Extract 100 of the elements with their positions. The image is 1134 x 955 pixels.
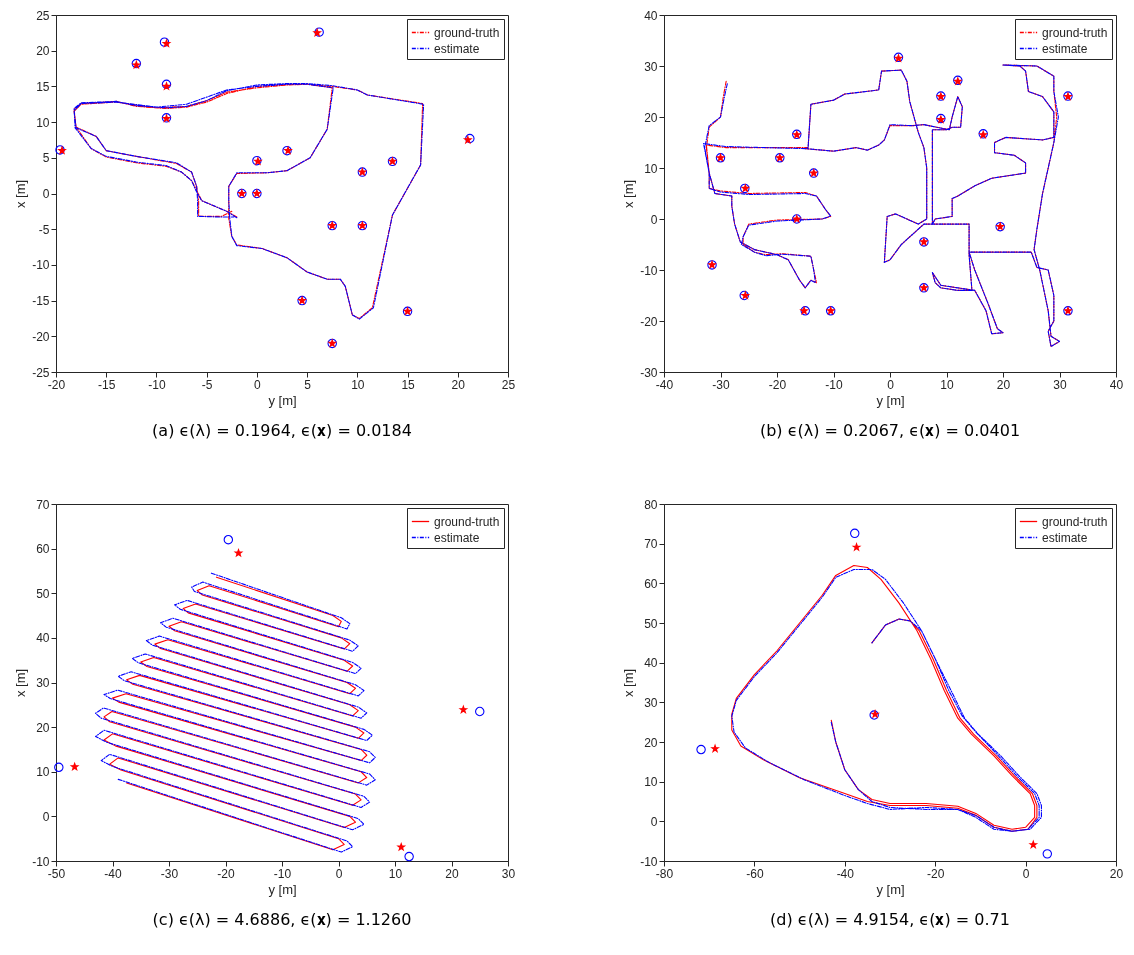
y-tick-label: -20: [640, 314, 658, 329]
text: (a) ϵ(λ) = 0.1964, ϵ(𝐱) = 0.0184: [152, 421, 412, 440]
y-tick-label: -25: [32, 365, 50, 380]
y-tick-label: 80: [644, 497, 658, 512]
x-tick-label: 20: [996, 377, 1011, 392]
point: [234, 549, 243, 557]
y-tick-label: 70: [644, 537, 658, 552]
text: (c) ϵ(λ) = 4.6886, ϵ(𝐱) = 1.1260: [152, 910, 412, 929]
point: [711, 744, 719, 753]
y-tick-label: 40: [36, 631, 50, 646]
x-tick-label: 10: [351, 377, 365, 392]
y-tick-label: -5: [38, 222, 50, 237]
legend-label: ground-truth: [1042, 514, 1108, 529]
x-tick-label: -60: [746, 866, 764, 881]
x-axis-title: y [m]: [268, 392, 297, 408]
point: [696, 744, 706, 755]
legend-label: estimate: [1042, 41, 1088, 56]
y-tick-label: 30: [36, 676, 50, 690]
x-tick-label: 0: [335, 866, 343, 881]
y-tick-label: 0: [650, 814, 658, 829]
x-tick-label: 0: [887, 377, 895, 392]
y-tick-label: -20: [32, 329, 50, 344]
x-tick-label: -20: [927, 866, 945, 881]
y-tick-label: 30: [644, 59, 658, 74]
y-tick-label: 10: [644, 775, 658, 790]
x-tick-label: 20: [1109, 866, 1124, 881]
y-tick-label: 10: [36, 765, 50, 780]
x-tick-label: -10: [273, 866, 292, 881]
point: [397, 843, 405, 851]
point: [459, 705, 468, 714]
x-tick-label: -10: [148, 377, 166, 392]
legend-label: ground-truth: [434, 514, 500, 529]
x-tick-label: 30: [1053, 377, 1067, 392]
point: [54, 762, 64, 773]
x-tick-label: 5: [304, 377, 312, 392]
y-axis-title: x [m]: [13, 668, 29, 698]
x-tick-label: 0: [1022, 866, 1030, 881]
y-tick-label: -10: [32, 258, 50, 273]
point: [70, 762, 79, 771]
x-tick-label: 30: [501, 866, 516, 881]
y-tick-label: 20: [36, 720, 50, 735]
y-tick-label: 40: [644, 656, 658, 671]
x-tick-label: -40: [104, 866, 122, 881]
y-tick-label: -10: [640, 854, 658, 869]
x-axis-title: y [m]: [268, 881, 297, 897]
point: [223, 534, 234, 545]
y-axis-title: x [m]: [621, 179, 637, 209]
y-tick-label: 40: [644, 8, 658, 23]
x-tick-label: 25: [501, 377, 516, 392]
point: [852, 543, 861, 551]
x-axis-title: y [m]: [876, 392, 905, 408]
x-tick-label: -50: [47, 866, 66, 881]
y-tick-label: 5: [42, 151, 50, 166]
y-tick-label: 50: [644, 616, 658, 631]
text: (d) ϵ(λ) = 4.9154, ϵ(𝐱) = 0.71: [770, 910, 1010, 929]
y-tick-label: 30: [644, 695, 658, 710]
x-tick-label: -40: [655, 377, 674, 392]
y-tick-label: 60: [644, 576, 658, 591]
y-tick-label: 0: [42, 187, 50, 201]
x-tick-label: -40: [836, 866, 855, 881]
text: (b) ϵ(λ) = 0.2067, ϵ(𝐱) = 0.0401: [759, 421, 1021, 440]
x-tick-label: 15: [401, 377, 416, 392]
x-tick-label: 20: [451, 377, 466, 392]
legend-label: estimate: [1042, 530, 1088, 545]
point: [475, 706, 485, 717]
y-tick-label: -10: [32, 854, 50, 869]
point: [850, 528, 860, 539]
legend-label: estimate: [434, 530, 480, 545]
point: [404, 851, 414, 862]
y-tick-label: -10: [640, 263, 658, 278]
point: [1029, 840, 1038, 849]
x-tick-label: 40: [1109, 377, 1124, 392]
x-tick-label: -10: [825, 377, 843, 392]
legend-label: ground-truth: [434, 25, 500, 40]
y-tick-label: 20: [36, 44, 50, 59]
legend-label: ground-truth: [1042, 25, 1108, 40]
y-tick-label: 10: [36, 115, 50, 130]
y-tick-label: 50: [36, 586, 50, 601]
x-axis-title: y [m]: [876, 881, 905, 897]
x-tick-label: 20: [445, 866, 459, 881]
x-tick-label: 0: [254, 377, 262, 392]
x-tick-label: -5: [201, 377, 213, 392]
y-tick-label: 15: [36, 79, 50, 94]
point: [1042, 849, 1053, 859]
y-axis-title: x [m]: [621, 668, 637, 698]
y-tick-label: 20: [644, 735, 658, 750]
x-tick-label: -30: [160, 866, 179, 881]
x-tick-label: 10: [388, 866, 403, 881]
y-tick-label: 0: [650, 212, 658, 227]
x-tick-label: -30: [712, 377, 730, 392]
y-tick-label: 70: [36, 497, 50, 512]
legend-label: estimate: [434, 41, 480, 56]
x-tick-label: -15: [98, 377, 116, 392]
y-tick-label: 60: [36, 542, 50, 557]
y-tick-label: -15: [32, 294, 50, 309]
y-tick-label: 20: [644, 110, 658, 125]
x-tick-label: -80: [655, 866, 674, 881]
y-tick-label: 0: [42, 809, 50, 824]
x-tick-label: -20: [768, 377, 787, 392]
y-tick-label: -30: [640, 365, 658, 380]
